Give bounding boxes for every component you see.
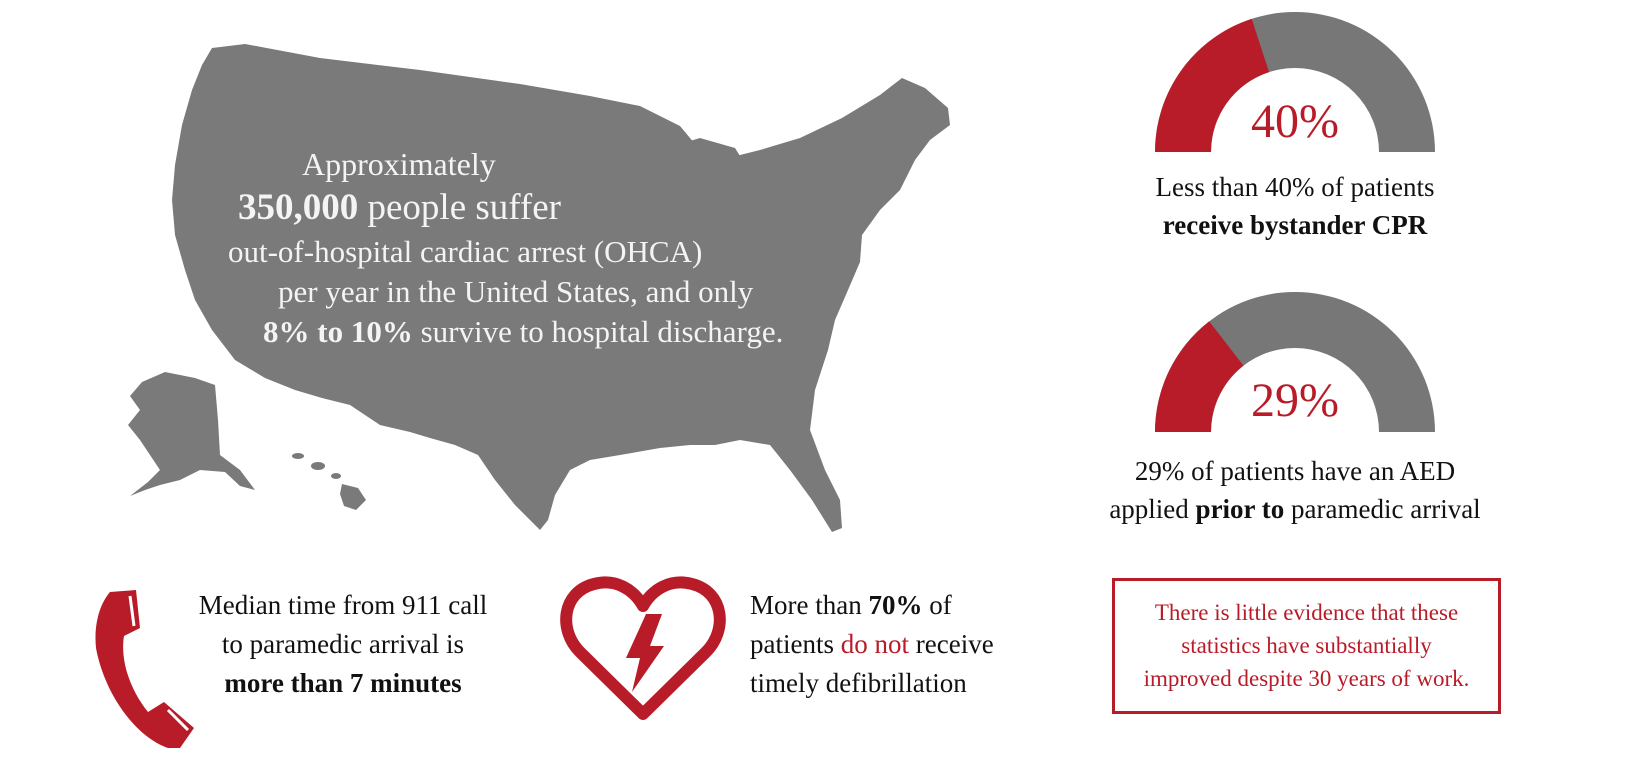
map-text-line2-rest: people suffer bbox=[358, 187, 562, 228]
map-text-line5: 8% to 10% survive to hospital discharge. bbox=[263, 314, 783, 350]
hawaii-island-1 bbox=[292, 453, 304, 459]
gauge-29-caption-line1: 29% of patients have an AED bbox=[1134, 456, 1456, 486]
alaska-shape bbox=[128, 372, 255, 496]
map-text-line3: out-of-hospital cardiac arrest (OHCA) bbox=[228, 234, 703, 269]
gauge-29-caption: 29% of patients have an AED applied prio… bbox=[1095, 452, 1495, 528]
map-text-line1: Approximately bbox=[302, 146, 496, 182]
map-text-line4: per year in the United States, and only bbox=[278, 274, 754, 309]
gauge-29-chart bbox=[1155, 292, 1435, 432]
phone-stat-line1: Median time from 911 call bbox=[198, 590, 488, 620]
gauge-40-caption-line2: receive bystander CPR bbox=[1162, 210, 1428, 240]
heart-stat-do-not: do not bbox=[840, 629, 909, 659]
hawaii-island-2 bbox=[311, 462, 325, 470]
map-text-line2: 350,000 people suffer bbox=[238, 186, 561, 229]
note-box: There is little evidence that these stat… bbox=[1112, 578, 1501, 714]
phone-stat-text: Median time from 911 call to paramedic a… bbox=[178, 586, 508, 703]
us-map bbox=[128, 44, 950, 532]
map-stat-survival: 8% to 10% bbox=[263, 314, 413, 349]
gauge-29-fill bbox=[1155, 321, 1244, 432]
gauge-29-caption-bold: prior to bbox=[1195, 494, 1285, 524]
gauge-40-chart bbox=[1155, 12, 1435, 153]
phone-stat-line2: to paramedic arrival is bbox=[221, 629, 465, 659]
map-stat-350000: 350,000 bbox=[238, 187, 359, 228]
heart-stat-text: More than 70% of patients do not receive… bbox=[750, 586, 1050, 703]
heart-stat-line1: More than 70% of bbox=[750, 590, 952, 620]
heart-lightning-icon bbox=[560, 576, 726, 720]
hawaii-island-4 bbox=[340, 484, 366, 510]
heart-stat-line3: timely defibrillation bbox=[750, 668, 967, 698]
map-text-line5-rest: survive to hospital discharge. bbox=[412, 314, 784, 349]
phone-icon bbox=[95, 590, 194, 748]
gauge-29-caption-pre: applied bbox=[1109, 494, 1196, 524]
note-text: There is little evidence that these stat… bbox=[1115, 596, 1498, 695]
heart-stat-70: 70% bbox=[868, 590, 923, 620]
contiguous-us-shape bbox=[172, 44, 950, 532]
gauge-40-fill bbox=[1155, 18, 1270, 153]
note-line2: statistics have substantially bbox=[1181, 633, 1432, 658]
gauge-40-value: 40% bbox=[1251, 95, 1339, 148]
phone-stat-line3: more than 7 minutes bbox=[224, 668, 462, 698]
gauge-40-caption-line1: Less than 40% of patients bbox=[1155, 172, 1435, 202]
hawaii-island-3 bbox=[331, 473, 341, 479]
gauge-29-value: 29% bbox=[1251, 374, 1339, 427]
heart-stat-line2: patients do not receive bbox=[750, 629, 994, 659]
gauge-29-track bbox=[1155, 292, 1435, 432]
gauge-40-caption: Less than 40% of patients receive bystan… bbox=[1095, 168, 1495, 244]
note-line3: improved despite 30 years of work. bbox=[1143, 666, 1470, 691]
michigan-peninsula-shape bbox=[660, 138, 765, 240]
note-line1: There is little evidence that these bbox=[1154, 600, 1459, 625]
gauge-29-caption-post: paramedic arrival bbox=[1284, 494, 1481, 524]
